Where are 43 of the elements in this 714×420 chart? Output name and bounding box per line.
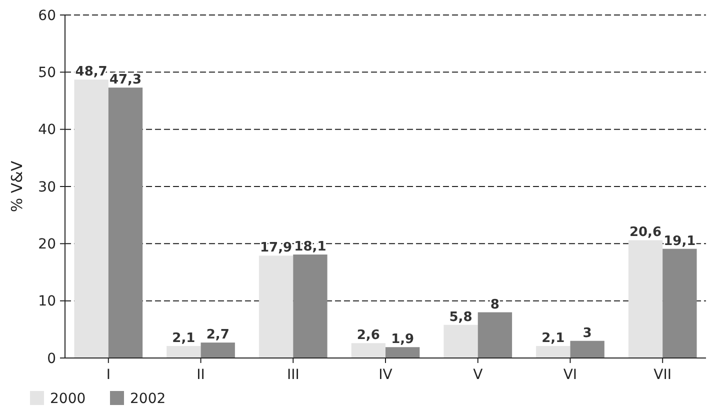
data-label: 18,1 xyxy=(294,240,326,255)
x-tick-label: VI xyxy=(563,367,578,383)
bar xyxy=(200,342,235,358)
bar xyxy=(386,347,420,358)
legend-label: 2000 xyxy=(50,390,86,407)
y-axis-title: % V&V xyxy=(8,160,26,212)
data-label: 3 xyxy=(582,326,592,341)
x-tick-label: VII xyxy=(654,367,672,383)
y-tick-label: 10 xyxy=(38,294,56,310)
data-label: 8 xyxy=(490,297,500,312)
bar xyxy=(444,324,478,358)
bar xyxy=(570,340,604,358)
y-tick-label: 20 xyxy=(38,236,56,253)
data-label: 2,1 xyxy=(542,330,565,346)
bar xyxy=(536,346,570,358)
data-label: 5,8 xyxy=(449,310,472,325)
x-tick-label: III xyxy=(286,367,300,383)
data-label: 2,6 xyxy=(356,328,380,344)
legend-label: 2002 xyxy=(130,390,166,407)
bar xyxy=(478,312,512,358)
x-tick-label: II xyxy=(196,367,205,383)
x-tick-label: V xyxy=(473,367,484,383)
data-label: 20,6 xyxy=(629,225,662,240)
bar xyxy=(351,343,386,358)
data-label: 17,9 xyxy=(260,240,292,256)
bar xyxy=(293,254,328,358)
y-tick-label: 60 xyxy=(38,8,56,24)
data-label: 2,7 xyxy=(206,328,230,343)
y-tick-label: 40 xyxy=(38,122,56,138)
bar xyxy=(662,248,697,358)
data-label: 2,1 xyxy=(172,330,196,346)
bar xyxy=(108,88,143,358)
data-label: 47,3 xyxy=(109,72,142,88)
y-tick-label: 0 xyxy=(47,350,56,367)
bar xyxy=(74,80,108,358)
bar xyxy=(258,256,294,358)
bar xyxy=(166,346,201,358)
bar xyxy=(628,240,663,358)
y-tick-label: 50 xyxy=(38,65,56,82)
x-tick-label: IV xyxy=(378,367,393,383)
x-tick-label: I xyxy=(106,367,110,383)
data-label: 1,9 xyxy=(391,332,414,348)
y-tick-label: 30 xyxy=(38,179,56,196)
